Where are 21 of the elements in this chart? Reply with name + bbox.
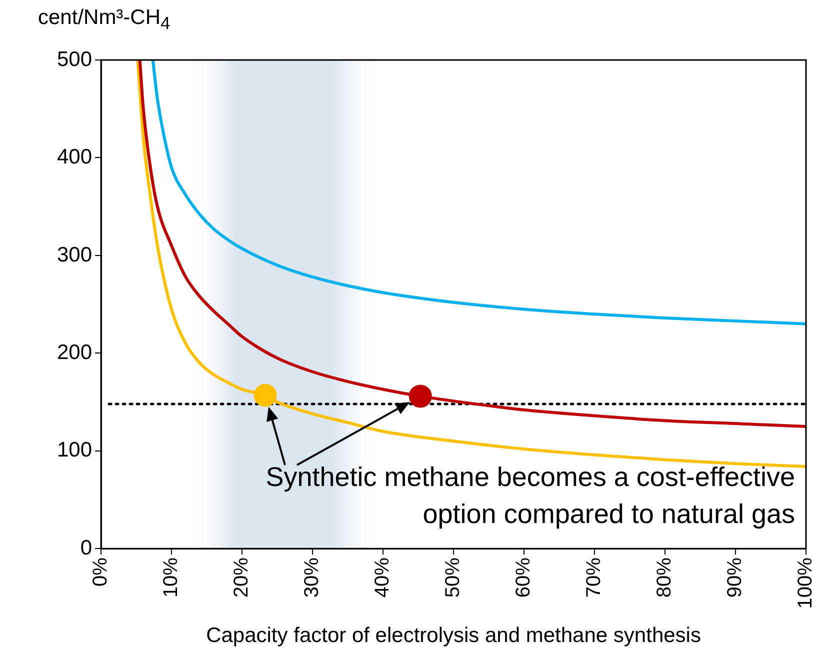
y-tick-label: 0 xyxy=(80,536,92,560)
x-tick-label: 60% xyxy=(512,557,535,598)
y-axis-title: cent/Nm³-CH$_{4}$ xyxy=(38,6,170,34)
x-tick-label: 70% xyxy=(583,557,606,598)
y-tick-label: 300 xyxy=(56,243,92,266)
x-tick-label: 100% xyxy=(794,557,817,609)
x-tick-label: 0% xyxy=(90,557,112,587)
x-axis-title: Capacity factor of electrolysis and methane synthesis xyxy=(206,624,701,648)
y-tick-label: 400 xyxy=(56,146,92,169)
y-tick-label: 500 xyxy=(56,48,92,71)
x-tick-label: 90% xyxy=(724,557,746,598)
x-tick-label: 80% xyxy=(654,557,676,598)
x-tick-label: 40% xyxy=(372,557,394,598)
x-tick-label: 20% xyxy=(230,557,253,598)
x-tick-label: 50% xyxy=(442,557,464,598)
x-tick-label: 10% xyxy=(160,557,182,598)
y-tick-label: 200 xyxy=(56,340,92,364)
x-tick-label: 30% xyxy=(301,557,324,598)
line-series xyxy=(151,60,806,326)
annotation: Synthetic methane becomes a cost-effective option compared to natural gas xyxy=(264,461,795,531)
y-tick-label: 100 xyxy=(56,438,92,462)
